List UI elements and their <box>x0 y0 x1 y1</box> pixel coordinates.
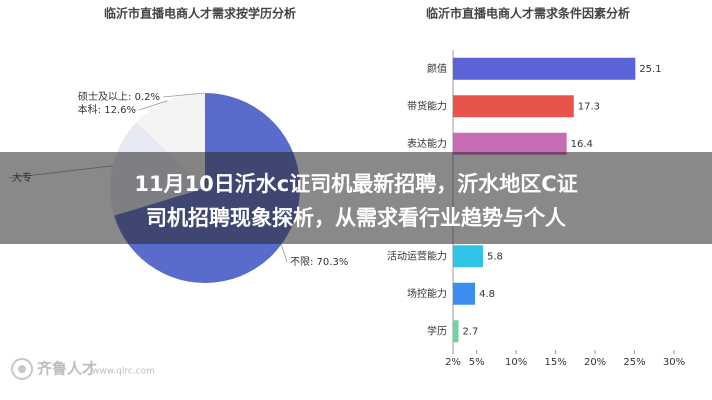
banner-line: 司机招聘现象探析，从需求看行业趋势与个人 <box>146 206 566 230</box>
value-label: 4.8 <box>479 289 495 300</box>
x-tick-label: 5% <box>469 357 485 368</box>
watermark-url: www.qlrc.com <box>92 367 155 377</box>
value-label: 2.7 <box>463 326 479 337</box>
x-tick-label: 25% <box>623 357 645 368</box>
bar <box>453 282 476 305</box>
value-label: 16.4 <box>571 139 593 150</box>
x-tick-label: 30% <box>663 357 685 368</box>
value-label: 17.3 <box>578 101 600 112</box>
pie-label: 硕士及以上: 0.2% <box>78 90 160 103</box>
value-label: 25.1 <box>639 64 661 75</box>
bar <box>453 245 483 268</box>
bar <box>453 132 567 155</box>
banner <box>0 152 712 244</box>
bar <box>453 95 574 118</box>
y-tick-label: 颜值 <box>427 62 447 75</box>
logo-icon <box>11 358 33 380</box>
x-tick-label: 10% <box>505 357 527 368</box>
leader-line <box>162 92 205 98</box>
leader-line <box>138 100 168 111</box>
bar <box>453 57 636 80</box>
pie-label: 本科: 12.6% <box>78 103 136 116</box>
bar <box>453 320 459 343</box>
leader-line <box>280 244 288 263</box>
y-tick-label: 活动运营能力 <box>387 249 447 262</box>
y-tick-label: 场控能力 <box>407 287 447 300</box>
y-tick-label: 学历 <box>427 324 447 337</box>
banner-line: 11月10日沂水c证司机最新招聘，沂水地区C证 <box>134 172 577 196</box>
watermark-brand: 齐鲁人才 <box>37 360 97 378</box>
pie-label: 不限: 70.3% <box>290 256 348 268</box>
y-tick-label: 表达能力 <box>407 137 447 150</box>
chart-title: 临沂市直播电商人才需求条件因素分析 <box>426 6 630 21</box>
chart-title: 临沂市直播电商人才需求按学历分析 <box>104 6 296 21</box>
x-tick-label: 2% <box>445 357 461 368</box>
x-tick-label: 15% <box>544 357 566 368</box>
value-label: 5.8 <box>487 251 503 262</box>
x-tick-label: 20% <box>584 357 606 368</box>
y-tick-label: 带货能力 <box>407 99 447 112</box>
logo-icon <box>18 365 26 373</box>
overlay-layer: 11月10日沂水c证司机最新招聘，沂水地区C证 司机招聘现象探析，从需求看行业趋… <box>0 152 712 380</box>
